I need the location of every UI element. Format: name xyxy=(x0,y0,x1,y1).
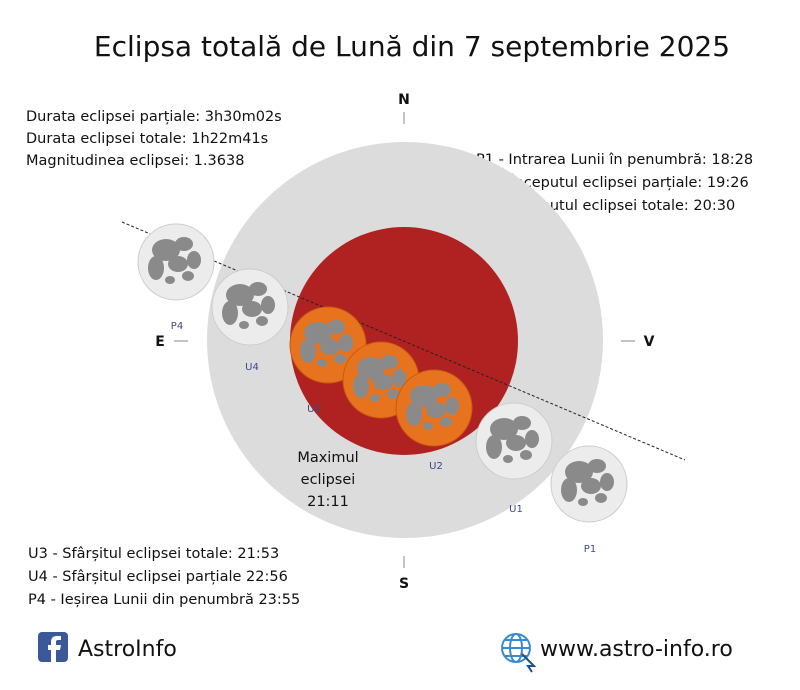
moon-label: U2 xyxy=(429,461,443,472)
north: N xyxy=(398,92,410,108)
moon-label: U1 xyxy=(509,504,523,515)
moons xyxy=(137,223,628,523)
moon-label: U3 xyxy=(307,404,321,415)
title: Eclipsa totală de Lună din 7 septembrie … xyxy=(94,30,730,63)
contact: P4 - Ieșirea Lunii din penumbră 23:55 xyxy=(28,592,300,608)
moon-label: U4 xyxy=(245,362,259,373)
stat: Magnitudinea eclipsei: 1.3638 xyxy=(26,153,244,169)
stat: Durata eclipsei totale: 1h22m41s xyxy=(26,131,268,147)
facebook-icon xyxy=(38,632,68,662)
facebook-link[interactable]: AstroInfo xyxy=(78,637,177,662)
moon-label: P4 xyxy=(171,321,183,332)
website-link[interactable]: www.astro-info.ro xyxy=(540,637,733,662)
maximum: eclipsei xyxy=(301,472,356,488)
moon-label: P1 xyxy=(584,544,596,555)
contact: P1 - Intrarea Lunii în penumbră: 18:28 xyxy=(476,152,753,168)
moon-path xyxy=(121,221,686,461)
contact: U4 - Sfârșitul eclipsei parțiale 22:56 xyxy=(28,569,288,585)
maximum: Maximul xyxy=(297,450,358,466)
east: E xyxy=(155,334,165,350)
stat: Durata eclipsei parțiale: 3h30m02s xyxy=(26,109,282,125)
south: S xyxy=(399,576,409,592)
globe-icon xyxy=(501,633,537,673)
compass-ticks xyxy=(174,112,635,568)
contact: U3 - Sfârșitul eclipsei totale: 21:53 xyxy=(28,546,279,562)
maximum: 21:11 xyxy=(307,494,349,510)
contact: U1 - Începutul eclipsei parțiale: 19:26 xyxy=(476,173,749,191)
west: V xyxy=(644,334,655,350)
